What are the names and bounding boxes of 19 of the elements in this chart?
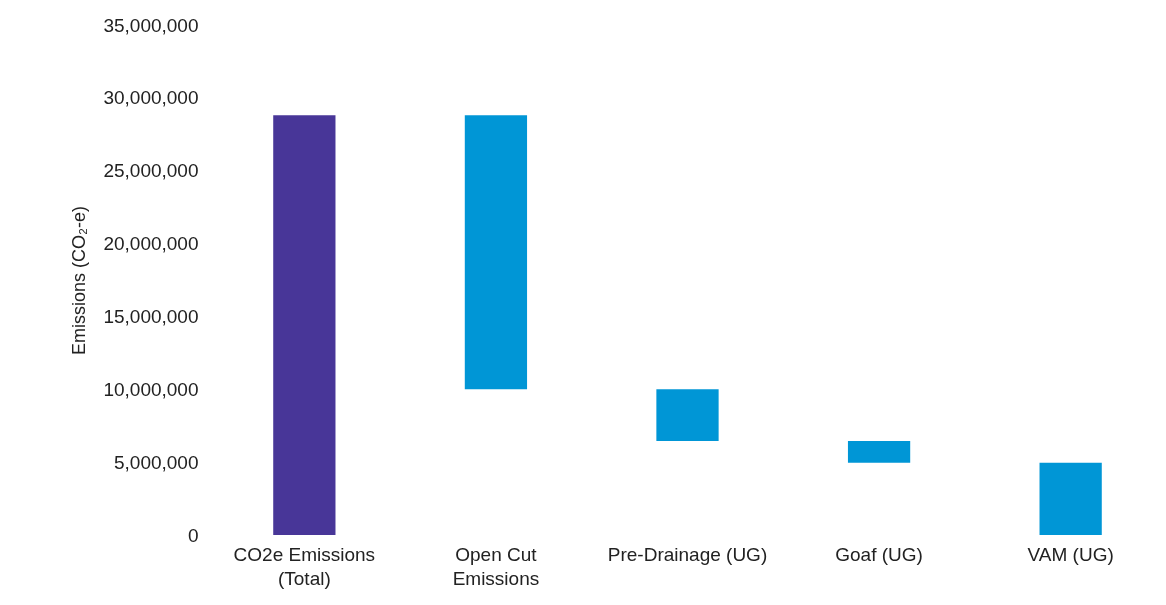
y-tick-label: 20,000,000 bbox=[103, 233, 199, 255]
x-tick-label: Goaf (UG) bbox=[835, 543, 923, 565]
y-tick-label: 35,000,000 bbox=[103, 14, 199, 36]
y-tick-label: 30,000,000 bbox=[103, 87, 199, 109]
y-tick-label: 0 bbox=[187, 524, 199, 546]
x-tick-label: CO2e Emissions (Total) bbox=[233, 543, 376, 589]
bar bbox=[656, 389, 719, 442]
y-tick-label: 10,000,000 bbox=[103, 378, 199, 400]
y-tick-label: 5,000,000 bbox=[113, 451, 199, 473]
x-tick-label: VAM (UG) bbox=[1027, 543, 1114, 565]
bar bbox=[1039, 462, 1102, 535]
bar bbox=[847, 441, 911, 463]
x-tick-label: Pre-Drainage (UG) bbox=[607, 543, 768, 565]
y-axis-title: Emissions (CO₂-e) bbox=[69, 205, 90, 356]
x-tick-label: Open Cut Emissions bbox=[452, 543, 540, 589]
y-tick-label: 15,000,000 bbox=[103, 305, 199, 327]
bar bbox=[464, 115, 528, 390]
y-tick-label: 25,000,000 bbox=[103, 160, 199, 182]
bar bbox=[273, 115, 336, 535]
